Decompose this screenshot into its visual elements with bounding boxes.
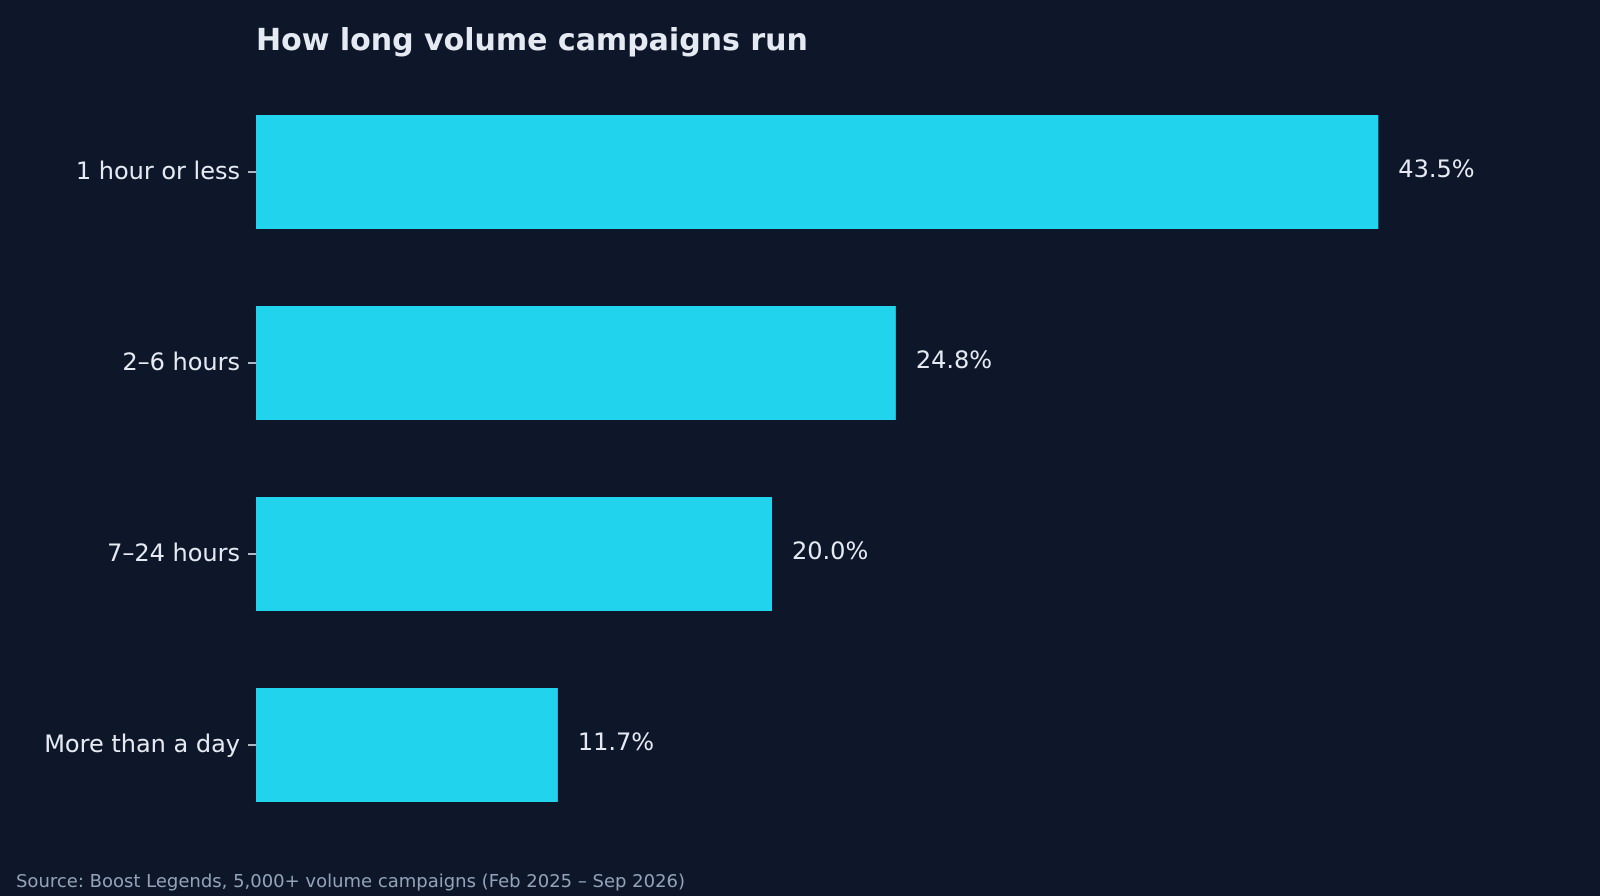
bar-0 (256, 115, 1379, 229)
source-note: Source: Boost Legends, 5,000+ volume cam… (16, 871, 685, 892)
data-label-2: 20.0% (792, 537, 868, 565)
y-tick-label-2: 7–24 hours (107, 539, 240, 567)
data-label-1: 24.8% (916, 346, 992, 374)
y-tick-label-3: More than a day (44, 730, 240, 758)
data-label-0: 43.5% (1398, 155, 1474, 183)
data-label-3: 11.7% (578, 728, 654, 756)
bar-1 (256, 306, 896, 420)
chart-title: How long volume campaigns run (256, 23, 808, 58)
bar-2 (256, 497, 772, 611)
bars-layer: 1 hour or less 43.5% 2–6 hours 24.8% 7–24 ho… (44, 115, 1475, 802)
y-tick-label-1: 2–6 hours (122, 348, 240, 376)
y-tick-label-0: 1 hour or less (76, 157, 240, 185)
bar-3 (256, 688, 558, 802)
